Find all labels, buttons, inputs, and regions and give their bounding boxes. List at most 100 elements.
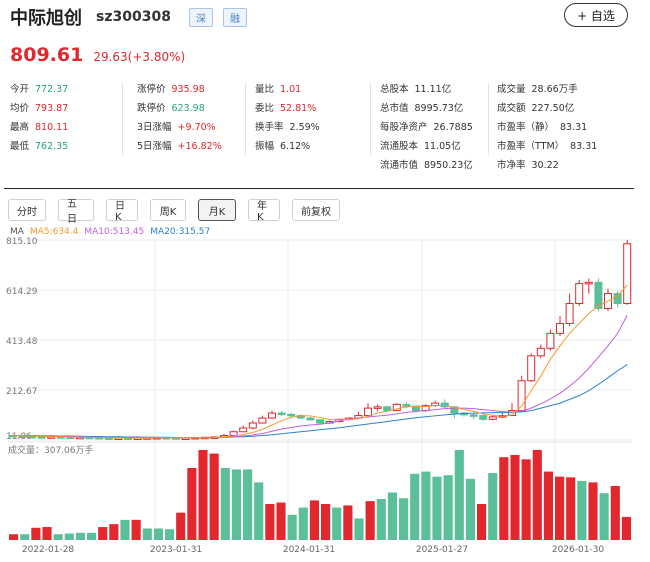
- candle-body: [287, 413, 296, 417]
- candle-body: [556, 322, 564, 334]
- volume-bar: [365, 501, 375, 540]
- tab-period[interactable]: 周K: [150, 199, 186, 221]
- volume-bar: [287, 514, 297, 540]
- stat-item: 成交额 227.50亿: [497, 99, 597, 118]
- tab-period[interactable]: 日K: [106, 199, 138, 223]
- tab-period[interactable]: 分时: [8, 199, 46, 221]
- stat-label: 量比: [255, 84, 275, 95]
- volume-bar: [20, 534, 30, 540]
- time-tick-label: 2026-01-30: [552, 545, 605, 555]
- stat-label: 最高: [10, 122, 30, 133]
- stat-label: 成交量: [497, 84, 526, 95]
- candle-body: [584, 281, 593, 285]
- stat-label: 市盈率（静）: [497, 122, 555, 133]
- stat-value: 83.31: [570, 141, 598, 152]
- ma-legend-item: MA: [10, 227, 24, 237]
- volume-bar: [465, 478, 475, 540]
- stat-item: 换手率 2.59%: [255, 118, 320, 137]
- volume-bar: [421, 471, 431, 540]
- volume-bar: [566, 477, 576, 540]
- stat-label: 委比: [255, 103, 275, 114]
- volume-bar: [176, 512, 186, 540]
- volume-bar: [75, 532, 85, 540]
- stat-label: 最低: [10, 141, 30, 152]
- time-tick-label: 2025-01-27: [416, 545, 468, 555]
- volume-bar: [588, 482, 598, 540]
- stat-item: 流通市值 8950.23亿: [380, 156, 473, 175]
- volume-bar: [187, 468, 197, 540]
- volume-bar: [577, 480, 587, 540]
- stat-item: 每股净资产 26.7885: [380, 118, 473, 137]
- stats-separator: [122, 83, 123, 155]
- tab-period[interactable]: 月K: [198, 199, 236, 221]
- ma5-line: [12, 284, 628, 439]
- stats-separator: [245, 83, 246, 155]
- stock-header: 中际旭创 sz300308 深 融: [10, 4, 257, 30]
- stats-column: 成交量 28.66万手 成交额 227.50亿 市盈率（静） 83.31 市盈率（TTM） 8…: [497, 80, 597, 175]
- candle-body: [402, 403, 411, 407]
- stats-column: 量比 1.01 委比 52.81% 换手率 2.59% 振幅 6.12%: [255, 80, 320, 156]
- volume-bar: [510, 455, 520, 540]
- tab-period[interactable]: 前复权: [292, 199, 340, 221]
- volume-bar: [499, 457, 509, 540]
- stat-label: 总市值: [380, 103, 409, 114]
- volume-bar: [42, 527, 52, 540]
- price-tick-label: 413.48: [6, 337, 38, 347]
- candle-body: [575, 283, 584, 305]
- stat-value: +9.70%: [177, 122, 216, 133]
- volume-bar: [454, 450, 464, 540]
- candle-body: [527, 355, 536, 382]
- volume-bar: [231, 469, 241, 540]
- stat-item: 涨停价 935.98: [137, 80, 222, 99]
- stat-item: 跌停价 623.98: [137, 99, 222, 118]
- stat-value: 30.22: [531, 160, 559, 171]
- volume-bar: [610, 486, 620, 540]
- stat-value: 52.81%: [280, 103, 317, 114]
- stat-value: 1.01: [280, 84, 302, 95]
- stat-label: 市净率: [497, 160, 526, 171]
- volume-bar: [109, 524, 119, 540]
- candle-body: [594, 281, 603, 309]
- stat-value: 623.98: [171, 103, 205, 114]
- volume-bar: [243, 469, 253, 540]
- candle-body: [469, 414, 478, 417]
- volume-bar: [31, 527, 41, 540]
- volume-bar: [354, 518, 364, 540]
- stat-item: 流通股本 11.05亿: [380, 137, 473, 156]
- volume-bar: [321, 504, 331, 540]
- ma-legend: MA MA5:634.4 MA10:513.45 MA20:315.57: [10, 227, 216, 237]
- volume-bar: [387, 492, 397, 540]
- stats-separator: [488, 83, 489, 155]
- volume-bar: [53, 534, 63, 540]
- stat-item: 委比 52.81%: [255, 99, 320, 118]
- ma20-line: [12, 364, 628, 438]
- candle-body: [306, 417, 315, 421]
- stat-item: 5日涨幅 +16.82%: [137, 137, 222, 156]
- tab-period[interactable]: 五日: [58, 199, 94, 225]
- stats-column: 涨停价 935.98 跌停价 623.98 3日涨幅 +9.70% 5日涨幅 +16.82%: [137, 80, 222, 156]
- tab-period[interactable]: 年K: [248, 199, 280, 223]
- volume-bar: [165, 529, 175, 540]
- stat-label: 每股净资产: [380, 122, 428, 133]
- volume-bar: [410, 473, 420, 540]
- volume-bar: [9, 534, 19, 540]
- stat-item: 今开 772.37: [10, 80, 68, 99]
- stats-column: 总股本 11.11亿 总市值 8995.73亿 每股净资产 26.7885 流通股本 11.0…: [380, 80, 473, 175]
- stat-label: 均价: [10, 103, 30, 114]
- stat-item: 振幅 6.12%: [255, 137, 320, 156]
- stat-value: 83.31: [560, 122, 588, 133]
- market-tag: 深: [188, 7, 213, 27]
- price-row: 809.61 29.63(+3.80%): [10, 44, 185, 66]
- candle-body: [258, 417, 267, 424]
- stat-value: 11.11亿: [414, 84, 452, 95]
- add-watchlist-button[interactable]: + 自选: [564, 3, 628, 27]
- candle-body: [623, 243, 632, 305]
- stat-label: 跌停价: [137, 103, 166, 114]
- candle-body: [508, 410, 516, 417]
- candle-body: [316, 419, 324, 424]
- stat-value: 26.7885: [433, 122, 473, 133]
- candle-body: [268, 412, 276, 419]
- volume-bar: [276, 502, 286, 540]
- volume-bar: [220, 468, 230, 540]
- candle-body: [248, 422, 257, 429]
